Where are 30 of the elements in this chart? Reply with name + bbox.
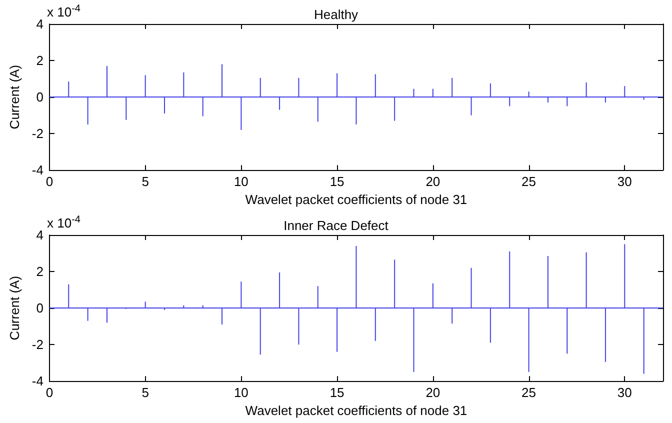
x-axis-title: Wavelet packet coefficients of node 31: [245, 192, 468, 207]
x-tick-label: 0: [46, 174, 54, 190]
x-axis-title: Wavelet packet coefficients of node 31: [245, 403, 468, 418]
y-tick-label: 4: [36, 16, 44, 32]
x-tick-label: 20: [426, 174, 440, 190]
x-tick-label: 20: [426, 385, 440, 400]
x-tick-label: 10: [234, 385, 248, 400]
x-tick-label: 0: [46, 385, 54, 400]
y-tick-label: -2: [32, 126, 44, 142]
x-tick-label: 25: [522, 174, 536, 190]
x-tick-label: 15: [330, 385, 344, 400]
y-axis-title: Current (A): [7, 276, 22, 340]
x-tick-label: 5: [142, 174, 149, 190]
y-tick-label: 0: [36, 90, 44, 105]
y-tick-label: -4: [32, 162, 44, 178]
x-tick-label: 30: [617, 385, 632, 400]
x-tick-label: 15: [330, 174, 344, 190]
y-tick-label: 0: [36, 300, 44, 316]
x-tick-label: 25: [522, 385, 536, 400]
y-tick-label: 4: [36, 228, 44, 242]
y-tick-label: 2: [36, 264, 44, 280]
chart-title: Inner Race Defect: [284, 218, 389, 233]
x-tick-label: 5: [142, 385, 149, 400]
x-tick-label: 10: [234, 174, 248, 190]
y-tick-label: 2: [36, 53, 44, 68]
y-axis-title: Current (A): [7, 64, 22, 130]
x-tick-label: 30: [617, 174, 632, 190]
y-tick-label: -4: [32, 374, 44, 389]
chart-title: Healthy: [314, 7, 359, 22]
y-tick-label: -2: [32, 337, 44, 352]
